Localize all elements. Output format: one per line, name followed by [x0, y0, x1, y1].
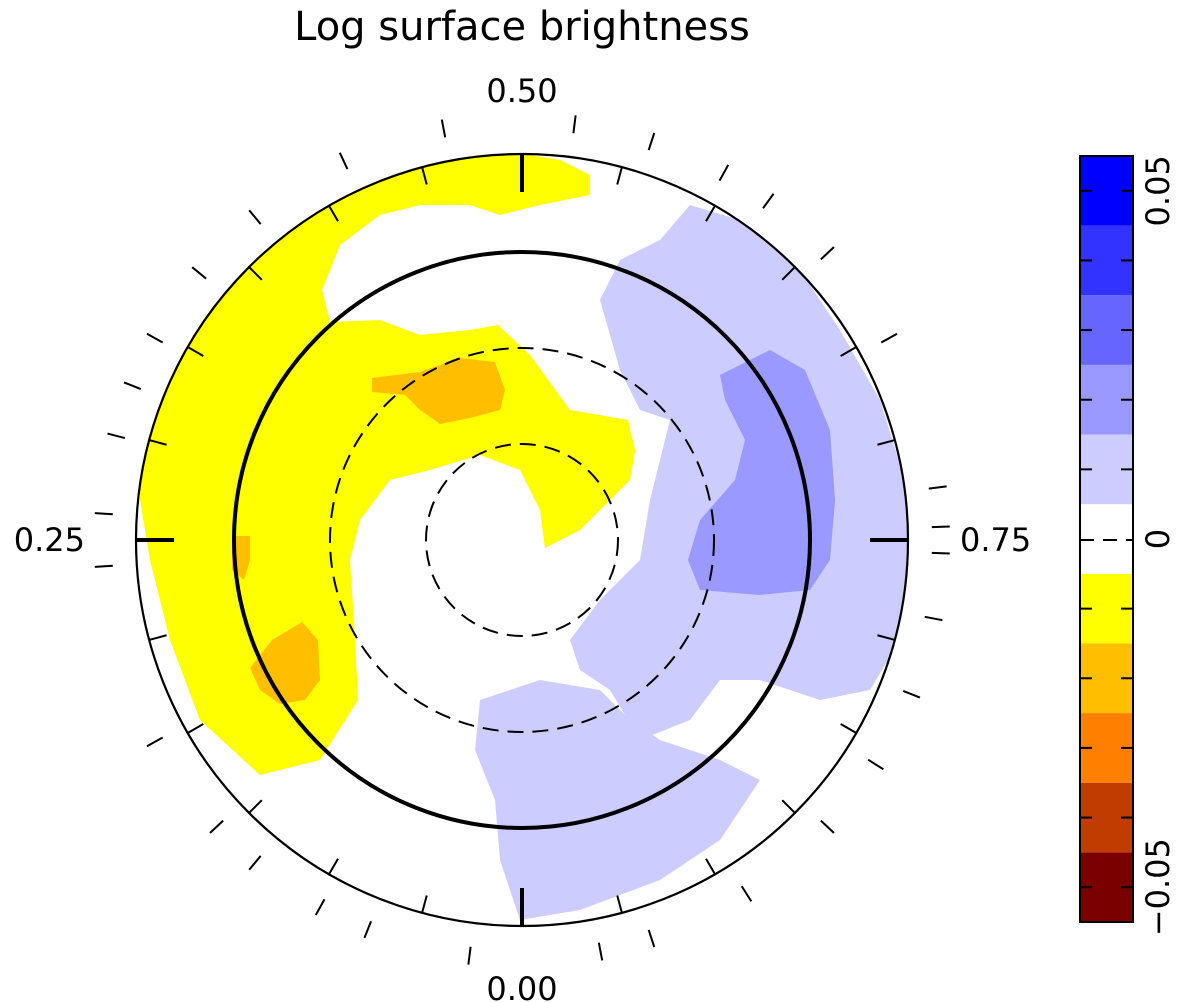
cool-east-core-region	[688, 350, 835, 595]
cool-south-region	[475, 680, 760, 920]
observed-phase-tick	[146, 736, 164, 748]
observed-phase-tick	[248, 855, 262, 871]
observed-phase-tick	[931, 525, 950, 529]
minor-rim-tick	[421, 166, 428, 185]
minor-rim-tick	[616, 895, 623, 914]
minor-rim-tick	[148, 439, 167, 446]
minor-rim-tick	[705, 205, 716, 222]
minor-rim-tick	[328, 205, 339, 222]
latitude-circle-inner	[329, 347, 715, 733]
observed-phase-tick	[248, 209, 262, 225]
brightness-regions	[140, 154, 908, 920]
minor-rim-tick	[187, 723, 204, 734]
observed-phase-tick	[363, 920, 372, 939]
colorbar-ticks	[1080, 189, 1133, 889]
colorbar-labels: −0.05 0 0.05	[1139, 155, 1177, 936]
minor-rim-tick	[877, 634, 896, 641]
minor-rim-tick	[616, 166, 623, 185]
observed-phase-tick	[94, 564, 113, 568]
phase-label: 0.25	[14, 521, 85, 559]
minor-rim-tick	[421, 895, 428, 914]
observed-phase-tick	[902, 690, 921, 699]
equator-circle	[232, 250, 812, 830]
minor-rim-tick	[328, 858, 339, 875]
observed-phase-tick	[107, 432, 126, 440]
observed-phase-tick	[209, 819, 224, 834]
observed-phase-tick	[647, 132, 656, 151]
colorbar: −0.05 0 0.05	[1079, 155, 1177, 936]
observed-phase-tick	[338, 152, 349, 170]
observed-phase-tick	[597, 942, 604, 961]
observed-phase-tick	[314, 898, 326, 916]
observed-phase-tick	[647, 929, 656, 948]
observed-phase-tick	[191, 266, 207, 280]
colorbar-tick-label: −0.05	[1139, 838, 1177, 936]
observed-phase-tick	[928, 485, 947, 490]
observed-phase-tick	[572, 115, 577, 134]
minor-rim-tick	[248, 266, 263, 281]
minor-rim-tick	[877, 439, 896, 446]
minor-rim-tick	[781, 266, 796, 281]
warm-spot-southwest-region	[250, 622, 320, 704]
chart-title: Log surface brightness	[294, 4, 750, 50]
latitude-circle-innermost	[425, 443, 619, 637]
observed-phase-tick	[146, 332, 164, 344]
minor-rim-tick	[840, 723, 857, 734]
observed-phase-tick	[820, 819, 835, 834]
observed-phase-tick	[94, 512, 113, 516]
observed-phase-tick	[931, 551, 950, 555]
rim-tick-marks	[136, 154, 908, 926]
observed-phase-tick	[880, 332, 898, 344]
observed-phase-tick	[718, 164, 730, 182]
observed-phase-ticks	[94, 115, 950, 965]
observed-phase-tick	[762, 193, 775, 209]
minor-rim-tick	[187, 346, 204, 357]
colorbar-tick-label: 0.05	[1139, 155, 1177, 226]
minor-rim-tick	[248, 799, 263, 814]
minor-rim-tick	[781, 799, 796, 814]
observed-phase-tick	[867, 758, 884, 771]
observed-phase-tick	[123, 381, 142, 390]
warm-spot-north-region	[372, 358, 505, 424]
observed-phase-tick	[820, 246, 835, 261]
warm-outer-band-region	[140, 154, 635, 775]
minor-rim-tick	[840, 346, 857, 357]
colorbar-tick-label: 0	[1139, 529, 1177, 549]
observed-phase-tick	[740, 885, 753, 902]
minor-rim-tick	[148, 634, 167, 641]
observed-phase-tick	[467, 946, 472, 965]
observed-phase-tick	[440, 119, 447, 138]
phase-label: 0.00	[486, 970, 557, 1003]
observed-phase-tick	[924, 615, 943, 622]
phase-labels: 0.00 0.25 0.50 0.75	[14, 72, 1032, 1003]
phase-label: 0.50	[486, 72, 557, 110]
minor-rim-tick	[705, 858, 716, 875]
phase-label: 0.75	[960, 521, 1031, 559]
